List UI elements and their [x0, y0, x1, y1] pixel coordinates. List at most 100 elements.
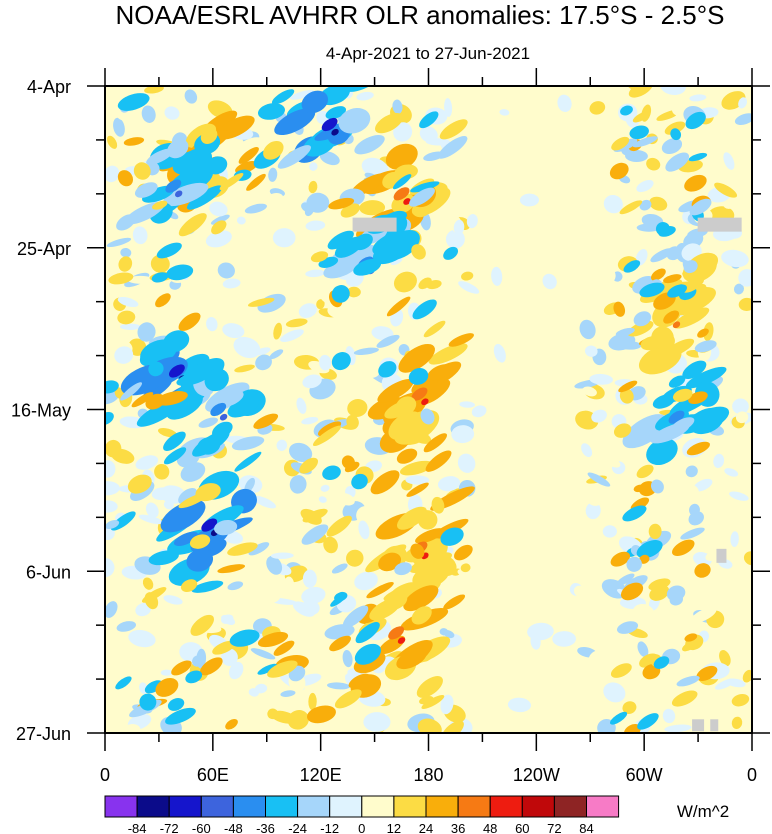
anomaly-blob [408, 368, 429, 385]
anomaly-blob [609, 162, 629, 180]
anomaly-blob [244, 203, 267, 214]
anomaly-blob [106, 237, 132, 248]
anomaly-blob [273, 640, 295, 656]
anomaly-blob [671, 690, 698, 707]
anomaly-blob [174, 298, 188, 310]
anomaly-blob [491, 266, 503, 286]
anomaly-blob [353, 347, 379, 356]
anomaly-blob [458, 281, 480, 294]
anomaly-blob [289, 475, 307, 494]
anomaly-blob [134, 182, 158, 198]
anomaly-blob [117, 310, 136, 325]
anomaly-blob [266, 555, 283, 575]
anomaly-blob [636, 180, 654, 193]
anomaly-blob [117, 296, 139, 308]
anomaly-blob [162, 580, 179, 596]
anomaly-blob [155, 293, 171, 308]
anomaly-blob [356, 505, 376, 526]
anomaly-blob [271, 89, 295, 105]
anomaly-blob [302, 569, 317, 588]
anomaly-blob [312, 425, 341, 446]
anomaly-blob [263, 140, 284, 160]
anomaly-blob [493, 343, 506, 363]
anomaly-blob [366, 581, 394, 599]
anomaly-blob [321, 117, 338, 132]
anomaly-blob [705, 700, 722, 719]
anomaly-blob [723, 152, 735, 170]
anomaly-blob [685, 465, 698, 478]
anomaly-blob [625, 111, 640, 128]
anomaly-blob [686, 441, 710, 456]
anomaly-blob [285, 217, 313, 230]
anomaly-blob [397, 637, 406, 644]
colorbar-level-label: 12 [387, 821, 401, 834]
anomaly-blob [178, 213, 207, 237]
colorbar-swatch [489, 795, 523, 818]
anomaly-blob [415, 528, 444, 544]
anomaly-blob [355, 622, 380, 644]
anomaly-blob [665, 214, 679, 224]
anomaly-blob [619, 200, 643, 215]
anomaly-blob [666, 585, 686, 602]
anomaly-blob [696, 665, 718, 681]
anomaly-blob [646, 438, 678, 466]
anomaly-blob [640, 336, 663, 351]
anomaly-blob [302, 374, 322, 389]
anomaly-blob [105, 520, 120, 530]
anomaly-blob [155, 678, 179, 697]
anomaly-blob [615, 327, 635, 337]
anomaly-blob [689, 407, 725, 435]
missing-data-patch [710, 719, 719, 732]
anomaly-blob [306, 705, 336, 724]
x-tick-label: 120W [513, 765, 560, 785]
anomaly-blob [148, 361, 164, 377]
anomaly-blob [327, 304, 349, 319]
anomaly-blob [693, 478, 713, 492]
anomaly-blob [552, 631, 577, 647]
anomaly-blob [731, 716, 743, 729]
anomaly-blob [274, 108, 316, 136]
anomaly-blob [351, 473, 368, 490]
colorbar-level-label: 84 [579, 821, 593, 834]
anomaly-blob [117, 170, 134, 187]
anomaly-blob [664, 121, 686, 135]
anomaly-blob [301, 416, 319, 425]
anomaly-blob [520, 672, 540, 683]
anomaly-blob [620, 105, 633, 116]
anomaly-blob [423, 433, 448, 453]
anomaly-blob [714, 182, 738, 198]
anomaly-blob [674, 632, 685, 644]
anomaly-blob [200, 128, 218, 144]
anomaly-blob [393, 122, 413, 142]
anomaly-blob [685, 111, 706, 130]
anomaly-blob [589, 101, 606, 115]
x-tick-label: 0 [747, 765, 757, 785]
anomaly-blob [108, 272, 134, 285]
anomaly-blob [289, 442, 313, 463]
anomaly-blob [133, 162, 151, 180]
anomaly-blob [685, 366, 727, 389]
anomaly-blob [109, 199, 136, 219]
anomaly-blob [142, 577, 154, 590]
anomaly-blob [639, 282, 665, 298]
anomaly-blob [359, 200, 386, 216]
anomaly-blob [446, 257, 468, 275]
anomaly-blob [146, 148, 174, 165]
anomaly-blob [118, 256, 133, 272]
anomaly-blob [167, 139, 189, 159]
anomaly-blob [168, 364, 185, 378]
colorbar-swatch [200, 795, 234, 818]
anomaly-blob [603, 194, 623, 214]
anomaly-blob [131, 392, 154, 408]
anomaly-blob [309, 162, 318, 171]
anomaly-blob [603, 682, 626, 703]
anomaly-blob [452, 153, 477, 173]
anomaly-blob [390, 257, 403, 266]
anomaly-blob [683, 260, 698, 274]
anomaly-blob [649, 585, 670, 601]
anomaly-blob [221, 648, 238, 666]
anomaly-blob [266, 193, 284, 205]
anomaly-blob [725, 678, 746, 688]
anomaly-blob [157, 428, 178, 438]
anomaly-blob [270, 710, 298, 724]
